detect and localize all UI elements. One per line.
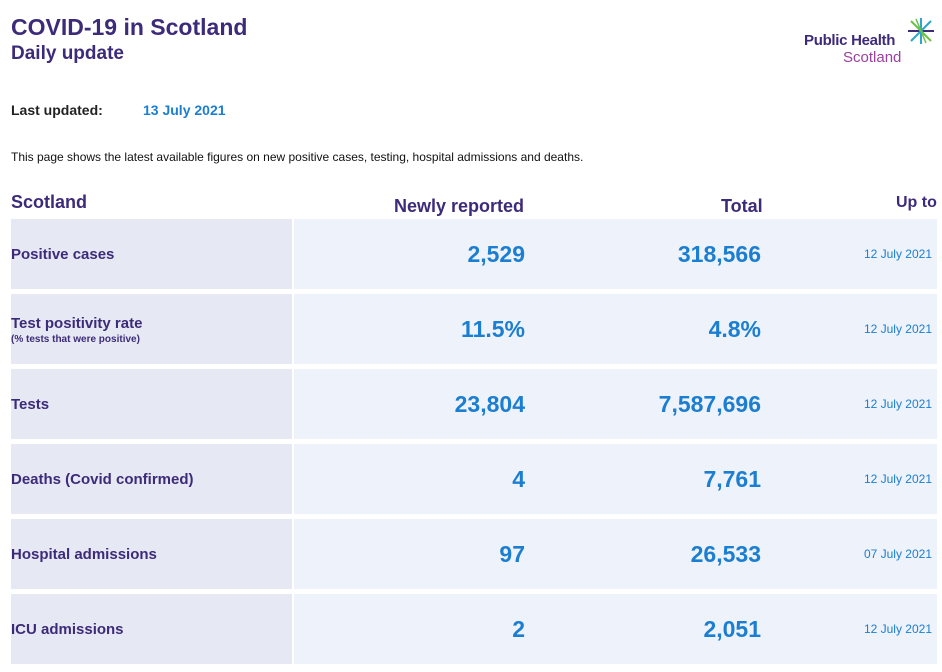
total-value: 2,051 bbox=[703, 616, 761, 642]
newly-reported-value: 11.5% bbox=[461, 316, 525, 342]
table-row-positive-cases: Positive cases 2,529 318,566 12 July 202… bbox=[11, 219, 937, 289]
row-label-cell: Test positivity rate (% tests that were … bbox=[11, 294, 292, 364]
row-sublabel: (% tests that were positive) bbox=[11, 334, 140, 345]
row-data-cell: 2,529 318,566 12 July 2021 bbox=[294, 219, 937, 289]
total-value: 7,761 bbox=[703, 466, 761, 492]
table-row-hospital-admissions: Hospital admissions 97 26,533 07 July 20… bbox=[11, 519, 937, 589]
row-label: ICU admissions bbox=[11, 621, 124, 638]
newly-reported-value: 2,529 bbox=[467, 241, 525, 267]
newly-reported-value: 97 bbox=[499, 541, 525, 567]
public-health-scotland-logo[interactable]: Public Health Scotland bbox=[800, 18, 940, 68]
row-label: Positive cases bbox=[11, 246, 115, 263]
newly-reported-value: 2 bbox=[512, 616, 525, 642]
table-row-tests: Tests 23,804 7,587,696 12 July 2021 bbox=[11, 369, 937, 439]
column-header-region: Scotland bbox=[11, 192, 88, 212]
row-data-cell: 97 26,533 07 July 2021 bbox=[294, 519, 937, 589]
row-label: Deaths (Covid confirmed) bbox=[11, 471, 194, 488]
page-subtitle: Daily update bbox=[11, 43, 124, 64]
row-data-cell: 4 7,761 12 July 2021 bbox=[294, 444, 937, 514]
up-to-date: 12 July 2021 bbox=[863, 472, 932, 486]
last-updated-label: Last updated: bbox=[11, 102, 103, 118]
table-row-deaths: Deaths (Covid confirmed) 4 7,761 12 July… bbox=[11, 444, 937, 514]
total-value: 318,566 bbox=[677, 241, 761, 267]
total-value: 26,533 bbox=[690, 541, 761, 567]
total-value: 7,587,696 bbox=[658, 391, 761, 417]
row-label-cell: ICU admissions bbox=[11, 594, 292, 664]
up-to-date: 12 July 2021 bbox=[863, 622, 932, 636]
newly-reported-value: 4 bbox=[512, 466, 525, 492]
intro-text: This page shows the latest available fig… bbox=[11, 150, 584, 164]
column-header-up-to: Up to bbox=[896, 194, 937, 211]
row-data-cell: 23,804 7,587,696 12 July 2021 bbox=[294, 369, 937, 439]
row-data-cell: 2 2,051 12 July 2021 bbox=[294, 594, 937, 664]
page-title: COVID-19 in Scotland bbox=[11, 14, 248, 40]
row-label-cell: Deaths (Covid confirmed) bbox=[11, 444, 292, 514]
logo-text-line1: Public Health bbox=[804, 32, 896, 49]
row-label-cell: Hospital admissions bbox=[11, 519, 292, 589]
table-row-icu-admissions: ICU admissions 2 2,051 12 July 2021 bbox=[11, 594, 937, 664]
column-header-newly-reported: Newly reported bbox=[394, 196, 525, 216]
column-header-total: Total bbox=[721, 196, 763, 216]
total-value: 4.8% bbox=[708, 316, 761, 342]
logo-text-line2: Scotland bbox=[843, 49, 902, 66]
table-row-test-positivity: Test positivity rate (% tests that were … bbox=[11, 294, 937, 364]
up-to-date: 12 July 2021 bbox=[863, 322, 932, 336]
last-updated-value: 13 July 2021 bbox=[143, 102, 226, 118]
row-label-cell: Tests bbox=[11, 369, 292, 439]
up-to-date: 07 July 2021 bbox=[863, 547, 932, 561]
row-data-cell: 11.5% 4.8% 12 July 2021 bbox=[294, 294, 937, 364]
row-label: Hospital admissions bbox=[11, 546, 157, 563]
row-label-cell: Positive cases bbox=[11, 219, 292, 289]
statistics-table: Positive cases 2,529 318,566 12 July 202… bbox=[11, 219, 937, 669]
up-to-date: 12 July 2021 bbox=[863, 247, 932, 261]
row-label: Tests bbox=[11, 396, 50, 413]
row-label: Test positivity rate bbox=[11, 315, 143, 332]
newly-reported-value: 23,804 bbox=[454, 391, 525, 417]
up-to-date: 12 July 2021 bbox=[863, 397, 932, 411]
star-burst-icon bbox=[908, 18, 934, 44]
